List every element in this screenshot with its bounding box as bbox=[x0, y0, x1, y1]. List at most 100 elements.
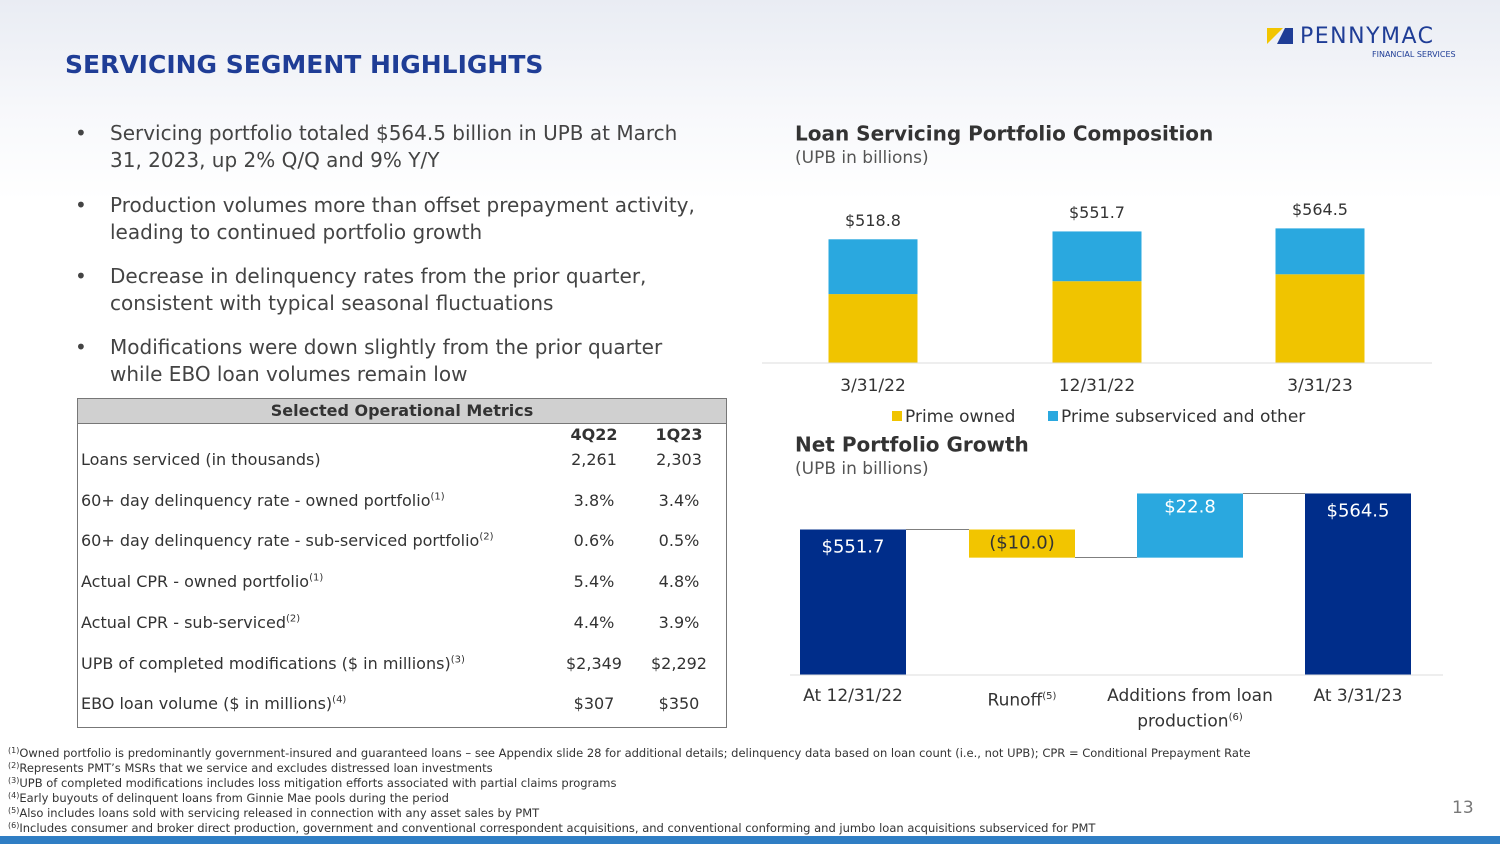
footnote: (5)Also includes loans sold with servici… bbox=[8, 806, 539, 820]
waterfall-bar bbox=[969, 529, 1075, 558]
total-label: $564.5 bbox=[1292, 200, 1348, 219]
chart-subtitle: (UPB in billions) bbox=[795, 459, 929, 479]
table-value: 0.5% bbox=[658, 531, 700, 551]
footnote: (4)Early buyouts of delinquent loans fro… bbox=[8, 791, 449, 805]
bullet: • Production volumes more than offset pre… bbox=[75, 192, 695, 246]
logo-icon bbox=[1267, 28, 1283, 44]
row-label: 60+ day delinquency rate - owned portfol… bbox=[81, 491, 445, 510]
waterfall-bar bbox=[1305, 493, 1411, 675]
table-title: Selected Operational Metrics bbox=[270, 401, 534, 420]
row-note: (4) bbox=[332, 694, 347, 706]
bullet-dot: • bbox=[75, 335, 87, 359]
bullet-text: Production volumes more than offset prep… bbox=[110, 193, 695, 244]
table-value: 5.4% bbox=[573, 572, 615, 592]
x-tick-label: 3/31/22 bbox=[840, 376, 906, 396]
bar-segment bbox=[1275, 228, 1365, 275]
column-header: 4Q22 bbox=[570, 425, 618, 444]
footnote-marker: (6) bbox=[8, 821, 20, 830]
legend-label: Prime subserviced and other bbox=[1061, 407, 1305, 427]
footnote-marker: (2) bbox=[8, 761, 20, 770]
row-note: (1) bbox=[430, 491, 445, 503]
value-label: $564.5 bbox=[1327, 500, 1390, 521]
x-tick-label: At 3/31/23 bbox=[1273, 686, 1443, 707]
table-value: 3.4% bbox=[658, 490, 700, 510]
waterfall-bar bbox=[1137, 493, 1243, 558]
chart-title: Net Portfolio Growth bbox=[795, 433, 1029, 457]
row-label: EBO loan volume ($ in millions)(4) bbox=[81, 694, 346, 713]
row-label-text: EBO loan volume ($ in millions) bbox=[81, 694, 333, 714]
footnote-text: Early buyouts of delinquent loans from G… bbox=[19, 791, 449, 805]
table-value: $2,292 bbox=[651, 653, 707, 673]
footnote-marker: (4) bbox=[8, 791, 20, 800]
footnote-marker: (5) bbox=[8, 806, 20, 815]
bullet-dot: • bbox=[75, 193, 87, 217]
x-tick-label: 3/31/23 bbox=[1287, 376, 1353, 396]
page-number: 13 bbox=[1452, 798, 1474, 818]
table-value: 3.9% bbox=[658, 612, 700, 632]
table-header-bg bbox=[78, 399, 726, 424]
footnote-text: Also includes loans sold with servicing … bbox=[19, 806, 540, 820]
table-value: 3.8% bbox=[573, 490, 615, 510]
bullet: • Decrease in delinquency rates from the … bbox=[75, 263, 695, 317]
legend-label: Prime owned bbox=[905, 407, 1015, 427]
category-text: Additions from loan production bbox=[1107, 686, 1273, 732]
bar-segment bbox=[1052, 231, 1142, 282]
bullet-text: Decrease in delinquency rates from the p… bbox=[110, 264, 647, 315]
table-value: 2,261 bbox=[571, 450, 617, 469]
bar-segment bbox=[828, 239, 918, 295]
row-label-text: 60+ day delinquency rate - sub-serviced … bbox=[81, 531, 480, 551]
category-note: (5) bbox=[1042, 691, 1057, 702]
total-label: $551.7 bbox=[1069, 203, 1125, 222]
footer-stripe bbox=[0, 836, 1500, 844]
row-label-text: Actual CPR - sub-serviced bbox=[81, 612, 286, 632]
x-tick-label: Runoff(5) bbox=[937, 686, 1107, 712]
row-label: 60+ day delinquency rate - sub-serviced … bbox=[81, 531, 494, 550]
bar-segment bbox=[1052, 281, 1142, 363]
bullet-dot: • bbox=[75, 121, 87, 145]
footnote: (2)Represents PMT’s MSRs that we service… bbox=[8, 761, 493, 775]
metrics-table: Selected Operational Metrics 4Q22 1Q23 Loan… bbox=[77, 398, 727, 728]
row-note: (2) bbox=[479, 532, 494, 544]
column-header: 1Q23 bbox=[655, 425, 703, 444]
value-label: $551.7 bbox=[822, 537, 885, 558]
row-note: (2) bbox=[285, 613, 301, 625]
table-value: $2,349 bbox=[566, 653, 622, 673]
table-value: $307 bbox=[573, 694, 615, 714]
bullet: • Servicing portfolio totaled $564.5 bill… bbox=[75, 120, 695, 174]
row-label-text: UPB of completed modifications ($ in mil… bbox=[81, 653, 451, 673]
bullet-text: Servicing portfolio totaled $564.5 billi… bbox=[110, 121, 678, 172]
value-label: $22.8 bbox=[1164, 496, 1216, 517]
table-value: $350 bbox=[658, 694, 700, 714]
waterfall-bar bbox=[800, 529, 906, 675]
row-note: (3) bbox=[450, 654, 465, 666]
footnote-text: Represents PMT’s MSRs that we service an… bbox=[19, 761, 493, 775]
row-note: (1) bbox=[309, 572, 324, 584]
x-tick-label: At 12/31/22 bbox=[768, 686, 938, 707]
footnote: (6)Includes consumer and broker direct p… bbox=[8, 821, 1095, 835]
bullet-text: Modifications were down slightly from th… bbox=[110, 335, 663, 386]
footnote: (3)UPB of completed modifications includ… bbox=[8, 776, 617, 790]
row-label: UPB of completed modifications ($ in mil… bbox=[81, 654, 465, 673]
category-text: Runoff bbox=[987, 690, 1043, 711]
bar-segment bbox=[1275, 274, 1365, 363]
total-label: $518.8 bbox=[845, 211, 901, 230]
table-value: 4.4% bbox=[573, 612, 615, 632]
footnote-marker: (1) bbox=[8, 746, 20, 755]
logo-text: PENNYMAC bbox=[1300, 24, 1435, 49]
row-label: Actual CPR - sub-serviced(2) bbox=[81, 613, 300, 632]
logo-subtext: FINANCIAL SERVICES bbox=[1372, 50, 1456, 59]
legend-swatch bbox=[1048, 411, 1058, 421]
chart-subtitle: (UPB in billions) bbox=[795, 148, 929, 168]
footnote: (1)Owned portfolio is predominantly gove… bbox=[8, 746, 1251, 760]
table-value: 0.6% bbox=[573, 531, 615, 551]
x-tick-label: 12/31/22 bbox=[1059, 376, 1135, 396]
footnote-text: Includes consumer and broker direct prod… bbox=[19, 821, 1096, 835]
category-note: (6) bbox=[1228, 712, 1243, 723]
legend-swatch bbox=[892, 411, 902, 421]
footnote-text: UPB of completed modifications includes … bbox=[19, 776, 617, 790]
chart-title: Loan Servicing Portfolio Composition bbox=[795, 122, 1213, 146]
footnote-marker: (3) bbox=[8, 776, 20, 785]
bullet: • Modifications were down slightly from t… bbox=[75, 334, 695, 388]
